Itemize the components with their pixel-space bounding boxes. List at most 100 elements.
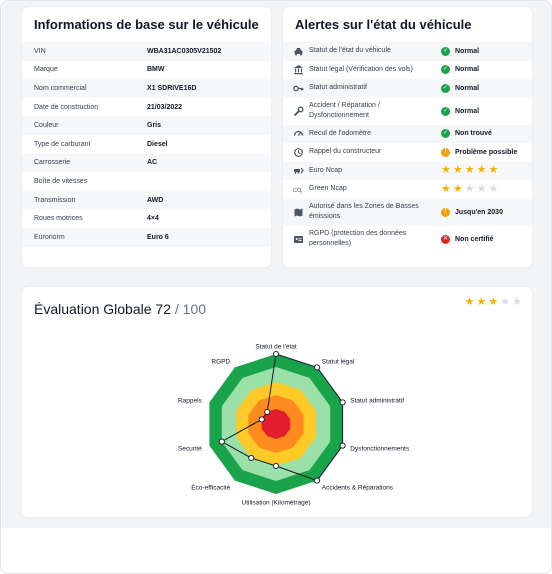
- alert-row: Recul de l'odomètre ✓ Non trouvé: [283, 124, 532, 143]
- wrench-icon: [293, 106, 304, 117]
- radar-point: [339, 399, 346, 406]
- evaluation-max: / 100: [174, 301, 207, 317]
- alert-status: ✓ Normal: [441, 83, 480, 93]
- check-circle-icon: ✓: [441, 46, 450, 56]
- alert-status: ✓ Normal: [441, 46, 479, 56]
- alert-status: ! Problème possible: [441, 147, 518, 157]
- alert-row: Rappel du constructeur! Problème possible: [283, 143, 532, 162]
- check-circle-icon: ✓: [441, 83, 450, 93]
- alert-label: Statut légal (Vérification des vols): [309, 65, 413, 73]
- alert-status-text: Non certifié: [455, 235, 494, 243]
- alert-row: Statut de l'état du véhicule ✓ Normal: [283, 42, 532, 61]
- radar-axis-label: Statut légal: [322, 358, 355, 365]
- radar-point: [272, 462, 280, 470]
- alert-row: Statut administratif ✓ Normal: [283, 79, 532, 98]
- info-value: AC: [147, 159, 158, 167]
- alert-status-text: Non trouvé: [455, 130, 492, 138]
- ncap-star-icon: ★: [476, 164, 487, 177]
- radar-axis-label: Securité: [178, 446, 202, 453]
- alert-status: ✓ Normal: [441, 106, 480, 116]
- check-circle-icon: ✓: [441, 65, 450, 75]
- ncap-star-icon: ★: [441, 164, 451, 177]
- info-row: Carrosserie AC: [22, 153, 271, 173]
- alert-label: Autorisé dans les Zones de Basses émissi…: [309, 203, 419, 220]
- info-label: Roues motrices: [34, 215, 83, 223]
- info-label: Boîte de vitesses: [34, 177, 88, 185]
- evaluation-star-icon: ★: [464, 296, 475, 308]
- radar-axis-label: Rappels: [178, 397, 203, 404]
- info-row: Type de carburant Diesel: [22, 135, 271, 154]
- alert-row: Statut légal (Vérification des vols) ✓ Nor…: [283, 61, 532, 80]
- svg-text:CO: CO: [293, 188, 302, 194]
- ncap-star-icon: ★: [488, 164, 499, 177]
- check-circle-icon: ✓: [441, 129, 450, 139]
- evaluation-card: Évaluation Globale 72 / 100 ★ ★ ★ ★ ★ Statut…: [22, 287, 532, 517]
- ncap-star-icon: ★: [464, 164, 475, 177]
- svg-text:2: 2: [300, 190, 302, 194]
- info-value: BMW: [147, 66, 165, 74]
- radar-ring-1: [261, 409, 291, 439]
- map-icon: [293, 207, 304, 218]
- radar-axis-label: Statut administratif: [350, 397, 404, 404]
- alert-row: Accident / Réparation / Dysfonctionnemen…: [283, 98, 532, 125]
- alert-status-text: Normal: [455, 107, 480, 115]
- alert-status-text: Normal: [455, 84, 480, 92]
- warning-circle-icon: !: [441, 207, 450, 217]
- info-value: Euro 6: [147, 233, 169, 241]
- alert-row: RGPD (protection des données personnelle…: [283, 226, 532, 253]
- radar-axis-label: Dysfonctionnements: [350, 446, 410, 453]
- alert-status-text: Problème possible: [455, 148, 518, 156]
- info-label: Nom commercial: [34, 84, 87, 92]
- info-value: WBA31AC0305V21502: [147, 47, 222, 55]
- radar-axis-label: RGPD: [211, 358, 230, 365]
- info-row: Marque BMW: [22, 61, 271, 80]
- ncap-star-icon: ★: [464, 182, 475, 195]
- evaluation-label: Évaluation Globale: [34, 301, 152, 317]
- ncap-star-icon: ★: [441, 182, 451, 195]
- evaluation-title: Évaluation Globale 72 / 100: [34, 301, 206, 317]
- radar-axis-label: Éco-efficacité: [191, 483, 230, 492]
- ncap-star-icon: ★: [452, 182, 463, 195]
- evaluation-star-icon: ★: [500, 296, 511, 308]
- alert-status: ✕ Non certifié: [441, 234, 494, 244]
- info-row: VIN WBA31AC0305V21502: [22, 42, 271, 61]
- alert-status: ! Jusqu'en 2030: [441, 207, 503, 217]
- alert-label: Statut de l'état du véhicule: [309, 47, 391, 55]
- vehicle-info-title: Informations de base sur le véhicule: [34, 17, 259, 32]
- co2-icon: CO 2: [293, 184, 304, 195]
- alert-status: ★ ★ ★ ★ ★: [441, 182, 499, 195]
- alert-row: CO 2 Green Ncap ★ ★ ★ ★ ★: [283, 180, 532, 199]
- info-value: AWD: [147, 196, 164, 204]
- evaluation-star-icon: ★: [488, 296, 499, 308]
- radar-axis-label: Statut de l'état: [255, 344, 297, 351]
- id-card-icon: [293, 234, 304, 245]
- info-row: Couleur Gris: [22, 116, 271, 135]
- alert-status-text: Normal: [455, 66, 480, 74]
- alert-label: Euro Ncap: [309, 166, 343, 174]
- alert-label: Accident / Réparation / Dysfonctionnemen…: [309, 102, 380, 119]
- radar-point: [272, 350, 280, 358]
- info-value: Diesel: [147, 140, 168, 148]
- x-circle-icon: ✕: [441, 234, 450, 244]
- ncap-stars: ★ ★ ★ ★ ★: [441, 182, 499, 195]
- info-label: Transmission: [34, 196, 76, 204]
- alert-status: ✓ Normal: [441, 65, 480, 75]
- alert-status-text: Jusqu'en 2030: [455, 208, 503, 216]
- radar-point: [314, 364, 321, 371]
- ncap-star-icon: ★: [488, 182, 499, 195]
- vehicle-info-table: VIN WBA31AC0305V21502 Marque BMW Nom commerc…: [22, 42, 271, 247]
- check-circle-icon: ✓: [441, 106, 450, 116]
- radar-point: [314, 477, 321, 484]
- alert-row: Autorisé dans les Zones de Basses émissi…: [283, 198, 532, 226]
- ncap-stars: ★ ★ ★ ★ ★: [441, 165, 498, 176]
- radar-point: [339, 442, 346, 449]
- alert-label: RGPD (protection des données personnelle…: [309, 230, 407, 247]
- radar-point: [258, 416, 265, 423]
- info-row: Date de construction 21/03/2022: [22, 98, 271, 117]
- alert-status: ★ ★ ★ ★ ★: [441, 165, 498, 176]
- info-label: Marque: [34, 66, 58, 74]
- evaluation-score: 72: [155, 301, 171, 317]
- info-value: X1 SDRIVE16D: [147, 84, 197, 92]
- radar-point: [248, 454, 255, 462]
